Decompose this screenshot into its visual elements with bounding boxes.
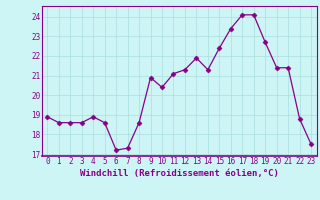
X-axis label: Windchill (Refroidissement éolien,°C): Windchill (Refroidissement éolien,°C) bbox=[80, 169, 279, 178]
